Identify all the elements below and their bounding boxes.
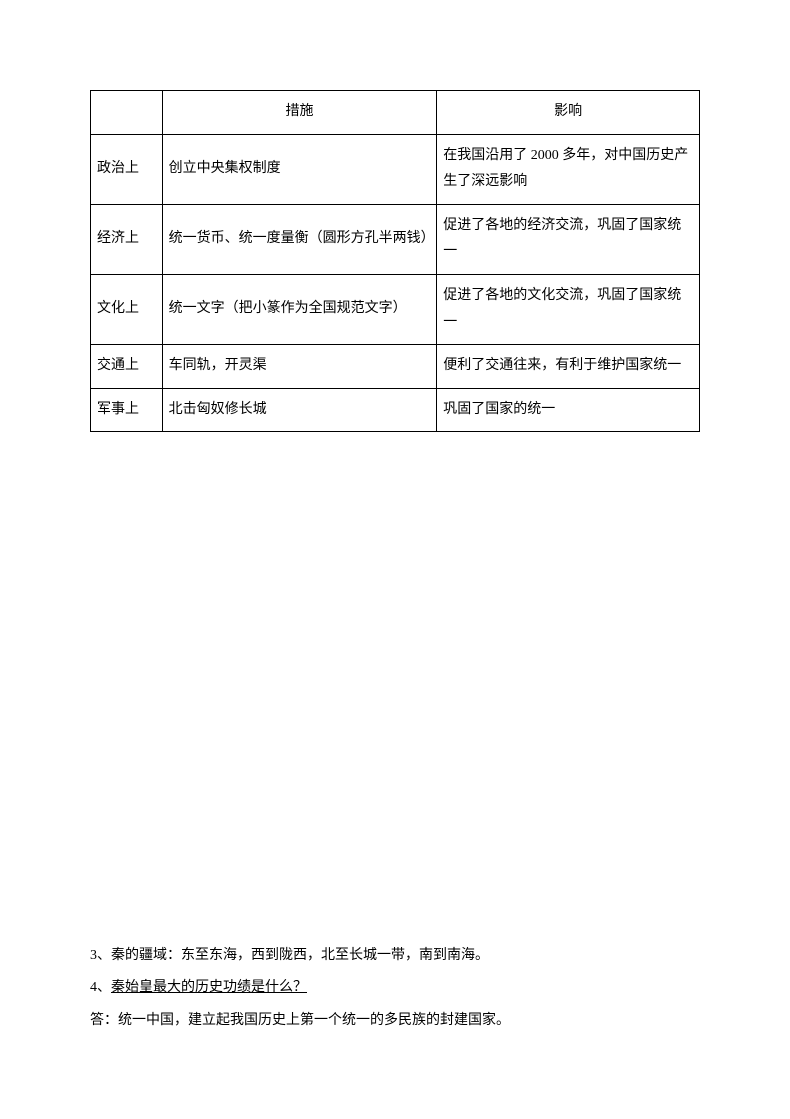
cell-measure: 统一货币、统一度量衡（圆形方孔半两钱） [162, 204, 437, 274]
cell-measure: 北击匈奴修长城 [162, 388, 437, 432]
table-row: 军事上 北击匈奴修长城 巩固了国家的统一 [91, 388, 700, 432]
header-measure: 措施 [162, 91, 437, 135]
cell-category: 交通上 [91, 345, 163, 389]
cell-category: 军事上 [91, 388, 163, 432]
cell-impact: 便利了交通往来，有利于维护国家统一 [437, 345, 700, 389]
cell-category: 政治上 [91, 134, 163, 204]
cell-impact: 在我国沿用了 2000 多年，对中国历史产生了深远影响 [437, 134, 700, 204]
cell-category: 经济上 [91, 204, 163, 274]
cell-measure: 车同轨，开灵渠 [162, 345, 437, 389]
cell-category: 文化上 [91, 274, 163, 344]
paragraph-3: 3、秦的疆域：东至东海，西到陇西，北至长城一带，南到南海。 [90, 941, 700, 972]
bottom-paragraphs: 3、秦的疆域：东至东海，西到陇西，北至长城一带，南到南海。 4、秦始皇最大的历史… [90, 941, 700, 1039]
header-category [91, 91, 163, 135]
measures-table: 措施 影响 政治上 创立中央集权制度 在我国沿用了 2000 多年，对中国历史产… [90, 90, 700, 432]
table-row: 交通上 车同轨，开灵渠 便利了交通往来，有利于维护国家统一 [91, 345, 700, 389]
cell-measure: 统一文字（把小篆作为全国规范文字） [162, 274, 437, 344]
header-impact: 影响 [437, 91, 700, 135]
cell-impact: 促进了各地的经济交流，巩固了国家统一 [437, 204, 700, 274]
paragraph-4-answer: 答：统一中国，建立起我国历史上第一个统一的多民族的封建国家。 [90, 1006, 700, 1037]
cell-measure: 创立中央集权制度 [162, 134, 437, 204]
table-row: 文化上 统一文字（把小篆作为全国规范文字） 促进了各地的文化交流，巩固了国家统一 [91, 274, 700, 344]
paragraph-4-prefix: 4、 [90, 980, 111, 995]
paragraph-4-question: 秦始皇最大的历史功绩是什么？ [111, 980, 307, 995]
cell-impact: 促进了各地的文化交流，巩固了国家统一 [437, 274, 700, 344]
table-row: 经济上 统一货币、统一度量衡（圆形方孔半两钱） 促进了各地的经济交流，巩固了国家… [91, 204, 700, 274]
paragraph-4: 4、秦始皇最大的历史功绩是什么？ [90, 973, 700, 1004]
table-row: 政治上 创立中央集权制度 在我国沿用了 2000 多年，对中国历史产生了深远影响 [91, 134, 700, 204]
table-header-row: 措施 影响 [91, 91, 700, 135]
cell-impact: 巩固了国家的统一 [437, 388, 700, 432]
